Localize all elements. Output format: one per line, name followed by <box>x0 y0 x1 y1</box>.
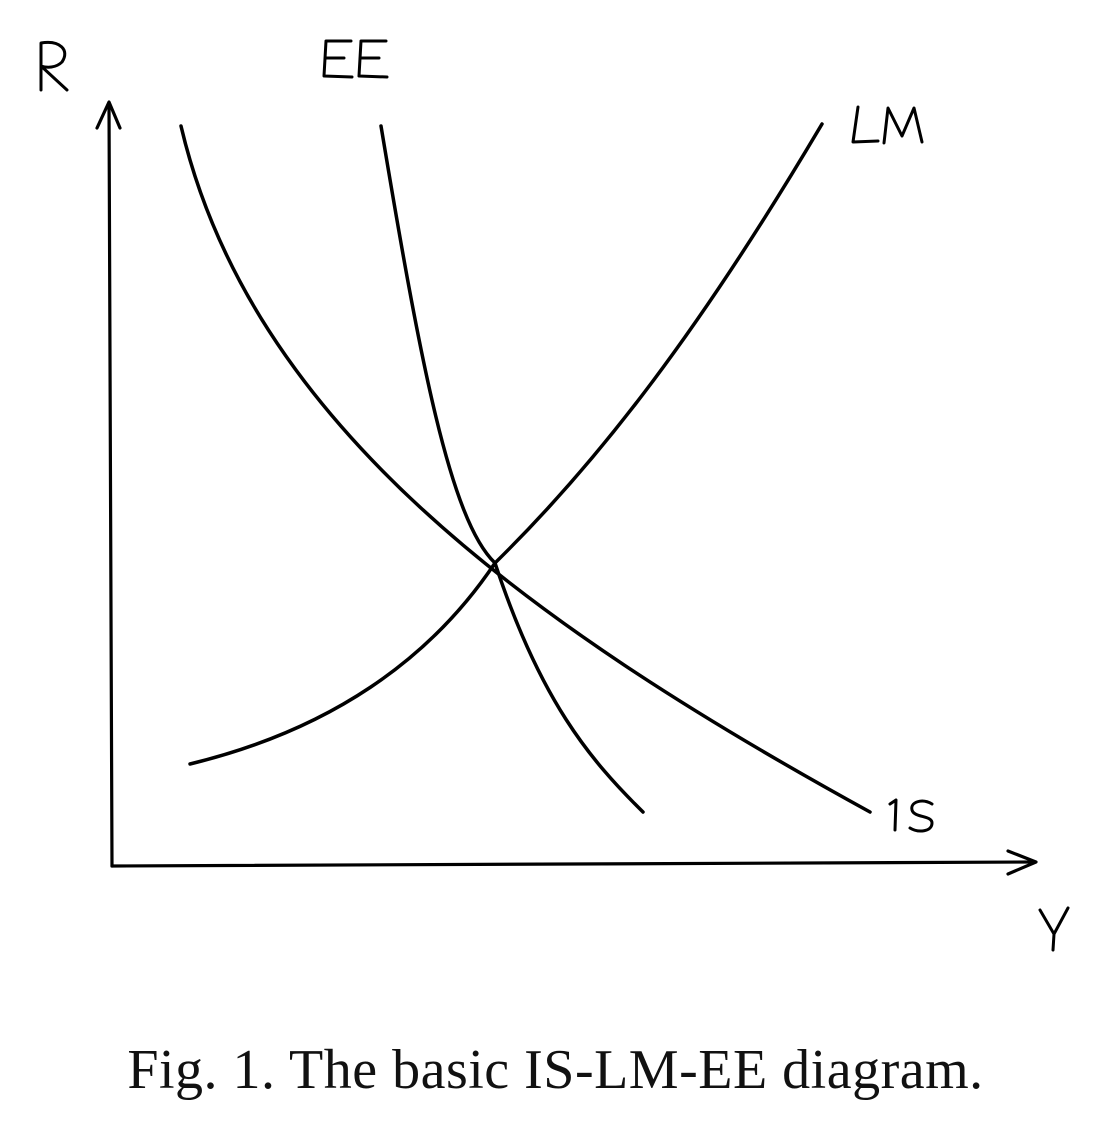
y-axis-arrowhead <box>95 100 122 130</box>
axis-label-y: Y <box>1038 906 1070 952</box>
is-curve <box>179 124 872 814</box>
curve-label-ee: EE <box>322 39 389 79</box>
curves <box>179 122 872 814</box>
axes <box>95 100 1038 876</box>
curve-label-is-text: IS <box>890 829 891 831</box>
ee-curve <box>379 124 645 814</box>
x-axis-arrowhead <box>1006 849 1038 876</box>
axis-label-r: R <box>39 40 69 92</box>
lm-curve <box>188 122 824 766</box>
figure-caption: Fig. 1. The basic IS-LM-EE diagram. <box>127 1039 984 1101</box>
curve-label-lm: LM <box>851 105 924 145</box>
axis-label-y-text: Y <box>1040 949 1041 951</box>
curve-label-is: IS <box>888 798 934 833</box>
x-axis <box>110 860 1036 868</box>
y-axis <box>107 102 114 868</box>
